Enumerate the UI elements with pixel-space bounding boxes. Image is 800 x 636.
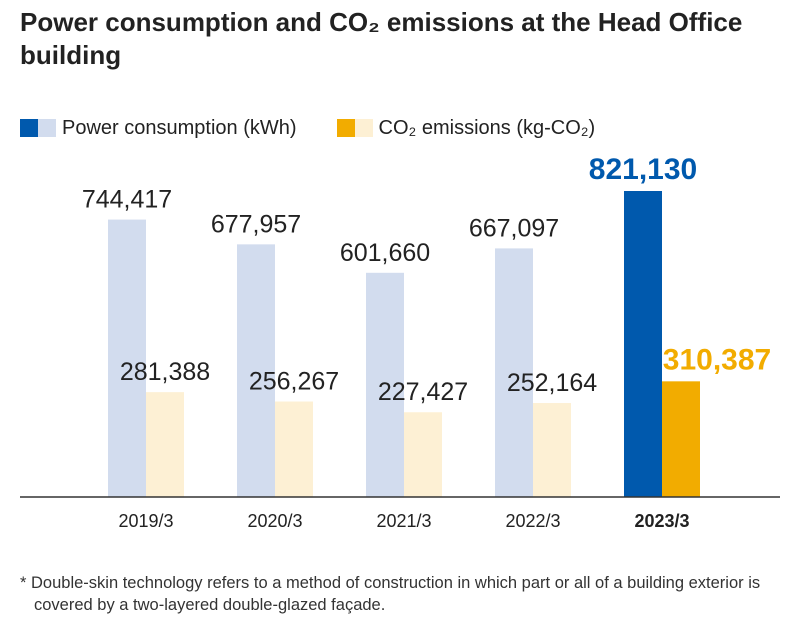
chart-title: Power consumption and CO₂ emissions at t… [20,7,743,70]
co2-value-label-4: 310,387 [663,343,771,376]
power-bar-2 [366,272,404,497]
co2-value-label-1: 256,267 [249,368,339,396]
power-bar-3 [495,248,533,497]
legend-swatch-power-light [38,119,56,137]
legend-label-co2: CO₂ emissions (kg-CO₂) [378,116,596,139]
x-tick-label-3: 2022/3 [505,511,560,531]
power-value-label-0: 744,417 [82,186,172,214]
power-value-label-1: 677,957 [211,210,301,238]
power-value-label-2: 601,660 [340,239,430,267]
co2-value-label-0: 281,388 [120,358,210,386]
power-bar-4 [624,191,662,497]
power-value-label-3: 667,097 [469,214,559,242]
bar-chart: 744,417 281,388 2019/3 677,957 256,267 2020/3… [20,153,780,531]
co2-bar-4 [662,381,700,497]
legend-label-power: Power consumption (kWh) [62,116,297,139]
legend-item-co2: CO₂ emissions (kg-CO₂) [336,116,596,140]
footnote: * Double-skin technology refers to a met… [20,574,761,614]
x-tick-label-2: 2021/3 [376,511,431,531]
legend-item-power: Power consumption (kWh) [20,117,297,140]
power-bar-1 [237,244,275,497]
power-value-label-4: 821,130 [589,153,697,186]
co2-bar-0 [146,392,184,497]
legend-swatch-power-highlight [20,119,38,137]
legend-swatch-co2-highlight [336,119,355,137]
co2-bar-2 [404,412,442,497]
x-tick-label-4: 2023/3 [634,511,689,531]
chart-legend: Power consumption (kWh) CO₂ emissions (k… [20,116,595,140]
co2-bar-1 [275,401,313,497]
power-bar-0 [108,219,146,497]
co2-bar-3 [533,403,571,497]
co2-value-label-3: 252,164 [507,369,597,397]
co2-value-label-2: 227,427 [378,378,468,406]
legend-swatch-co2-light [354,119,373,137]
x-tick-label-0: 2019/3 [118,511,173,531]
x-tick-label-1: 2020/3 [247,511,302,531]
